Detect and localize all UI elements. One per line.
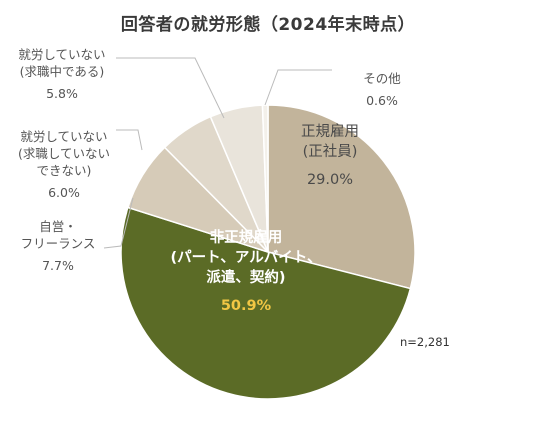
slice-name-2: 非正規雇用 (パート、アルバイト、 派遣、契約)	[156, 228, 336, 288]
slice-name-line: その他	[363, 71, 401, 86]
slice-label-6: その他 0.6%	[352, 70, 412, 109]
leader-line-4	[116, 129, 143, 151]
slice-name-line: 自営・	[39, 219, 77, 234]
slice-name-line: (パート、アルバイト、	[170, 250, 322, 266]
slice-name-6: その他	[352, 70, 412, 87]
slice-value-1: 29.0%	[306, 172, 354, 188]
slice-value-2: 50.9%	[220, 298, 272, 314]
leader-line-3	[103, 197, 134, 249]
pie-slice-1	[267, 104, 416, 290]
slice-value-6: 0.6%	[366, 93, 398, 108]
slice-value-4: 6.0%	[48, 185, 80, 200]
sample-size-note: n=2,281	[400, 335, 450, 349]
slice-name-line: 派遣、契約)	[206, 270, 286, 286]
slice-label-5: 就労していない (求職中である) 5.8%	[12, 46, 112, 102]
slice-value-3: 7.7%	[42, 258, 74, 273]
slice-name-3: 自営・ フリーランス	[12, 218, 104, 252]
slice-name-line: 就労していない	[20, 129, 108, 144]
slice-label-1: 正規雇用 (正社員) 29.0%	[240, 122, 420, 190]
slice-name-line: 就労していない	[18, 47, 106, 62]
slice-label-4: 就労していない (求職していない できない) 6.0%	[14, 128, 114, 201]
slice-label-3: 自営・フリーランス 7.7%	[12, 218, 104, 274]
slice-name-line: (求職していない	[17, 146, 110, 161]
slice-name-line: フリーランス	[20, 236, 96, 251]
slice-name-line: (求職中である)	[19, 64, 105, 79]
slice-name-line: (正社員)	[302, 144, 358, 160]
chart-title: 回答者の就労形態（2024年末時点）	[120, 15, 416, 35]
slice-name-4: 就労していない (求職していない できない)	[14, 128, 114, 179]
leader-line-6	[264, 69, 332, 106]
pie-slice-2	[120, 206, 412, 400]
slice-label-2: 非正規雇用 (パート、アルバイト、 派遣、契約) 50.9%	[156, 228, 336, 316]
slice-name-line: 非正規雇用	[209, 230, 283, 246]
slice-name-line: できない)	[36, 163, 92, 178]
leader-line-5	[116, 57, 225, 119]
slice-name-1: 正規雇用 (正社員)	[240, 122, 420, 162]
slice-name-5: 就労していない (求職中である)	[12, 46, 112, 80]
slice-value-5: 5.8%	[46, 86, 78, 101]
slice-name-line: 正規雇用	[301, 124, 359, 140]
